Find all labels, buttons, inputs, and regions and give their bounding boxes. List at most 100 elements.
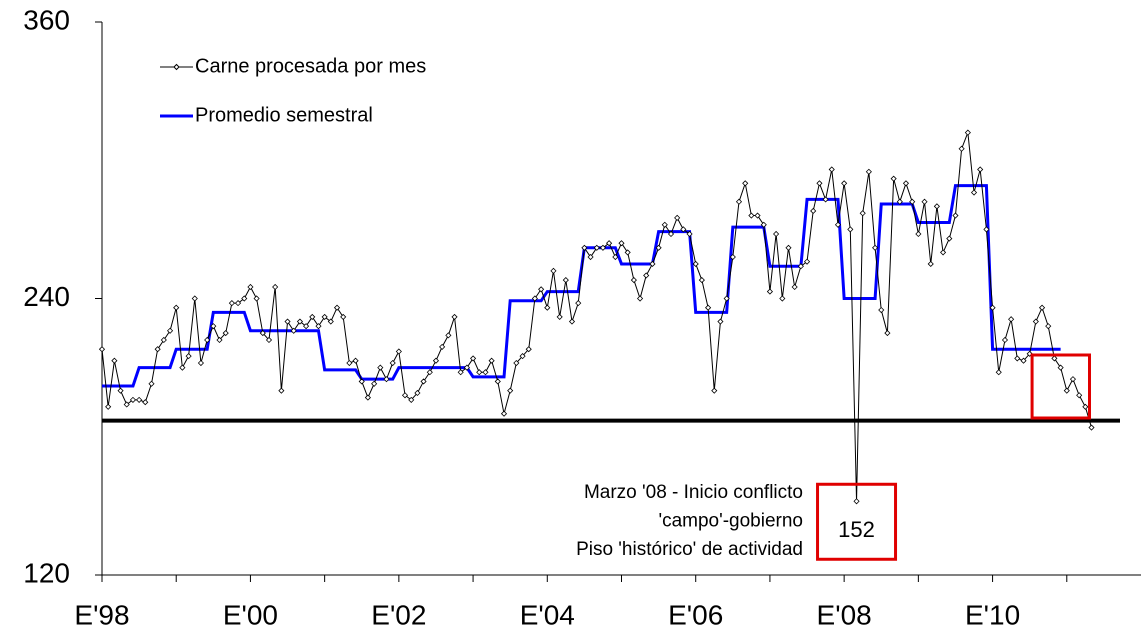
y-tick-label: 240 [23, 281, 70, 312]
data-point [401, 392, 409, 399]
data-point [538, 286, 545, 293]
data-point [810, 207, 817, 215]
data-point [166, 327, 174, 334]
data-point [828, 166, 835, 173]
data-point [253, 295, 260, 302]
data-point [377, 364, 384, 371]
data-point [1069, 376, 1077, 383]
data-point [729, 253, 736, 261]
highlight-box [1030, 353, 1091, 420]
data-point [488, 357, 495, 364]
data-point [148, 380, 155, 387]
data-point [241, 295, 248, 302]
data-point [216, 336, 223, 344]
data-point [278, 387, 285, 394]
data-point [525, 346, 532, 353]
x-tick-label: E'06 [668, 599, 723, 630]
data-point [426, 369, 433, 376]
data-point [358, 378, 365, 385]
data-point [98, 346, 106, 353]
annotation-text: Piso 'histórico' de actividad [576, 539, 803, 560]
data-point [265, 336, 273, 344]
data-point [389, 359, 396, 367]
data-point [364, 394, 371, 401]
data-point [1001, 336, 1009, 344]
data-point [872, 244, 879, 251]
data-point [352, 357, 359, 364]
data-point [333, 304, 341, 311]
data-point [989, 304, 996, 311]
data-point [234, 300, 242, 307]
data-point [340, 313, 347, 320]
data-point [977, 166, 984, 173]
data-point [624, 249, 631, 256]
data-point [859, 210, 866, 217]
data-point [494, 378, 501, 385]
legend-label: Carne procesada por mes [195, 55, 426, 77]
data-point [1045, 323, 1052, 330]
data-point [841, 180, 848, 187]
data-point [154, 346, 161, 353]
data-point [105, 403, 112, 410]
data-point [667, 230, 675, 238]
data-point [321, 313, 328, 320]
data-point [822, 196, 829, 203]
data-point [1032, 318, 1039, 325]
data-point [463, 364, 470, 371]
data-point [884, 329, 891, 337]
data-point [408, 396, 415, 403]
data-point [550, 267, 557, 274]
data-point [921, 198, 928, 205]
data-point [1082, 403, 1089, 410]
data-point [303, 323, 310, 330]
data-point [661, 221, 668, 228]
data-point [686, 230, 693, 238]
x-tick-label: E'04 [520, 599, 575, 630]
data-point [735, 198, 743, 205]
data-point [927, 260, 934, 268]
data-point [1039, 304, 1046, 311]
data-point [129, 396, 137, 403]
annotation-text: Marzo '08 - Inicio conflicto [584, 482, 803, 503]
data-point [432, 357, 440, 364]
data-point [816, 180, 823, 187]
series-line [102, 184, 1061, 388]
data-point [946, 235, 953, 242]
data-point [562, 277, 569, 284]
data-point [847, 226, 854, 233]
data-point [643, 272, 650, 279]
legend-marker [173, 63, 180, 71]
data-point [259, 329, 266, 337]
data-point [451, 313, 458, 320]
data-point [630, 277, 637, 284]
data-point [890, 175, 897, 182]
data-point [123, 401, 130, 408]
x-tick-label: E'98 [74, 599, 129, 630]
data-point [581, 244, 588, 251]
data-point [383, 376, 390, 383]
data-point [531, 295, 538, 302]
data-point [1088, 424, 1095, 431]
data-point [909, 198, 916, 205]
data-point [1051, 355, 1058, 362]
data-point [773, 230, 780, 238]
data-point [160, 336, 167, 344]
annotation-box [816, 482, 898, 561]
data-point [290, 327, 297, 334]
data-point [865, 168, 872, 175]
data-point [439, 343, 446, 350]
y-tick-label: 120 [23, 557, 70, 588]
data-point [457, 369, 464, 376]
data-point [284, 318, 291, 325]
data-point [519, 353, 526, 360]
series-line [101, 132, 1092, 502]
data-point [470, 355, 477, 362]
data-point [797, 263, 804, 270]
data-point [593, 244, 600, 251]
data-point [500, 410, 508, 417]
data-point [445, 332, 452, 339]
data-point [606, 240, 613, 247]
data-point [915, 230, 922, 238]
data-point [995, 369, 1002, 376]
